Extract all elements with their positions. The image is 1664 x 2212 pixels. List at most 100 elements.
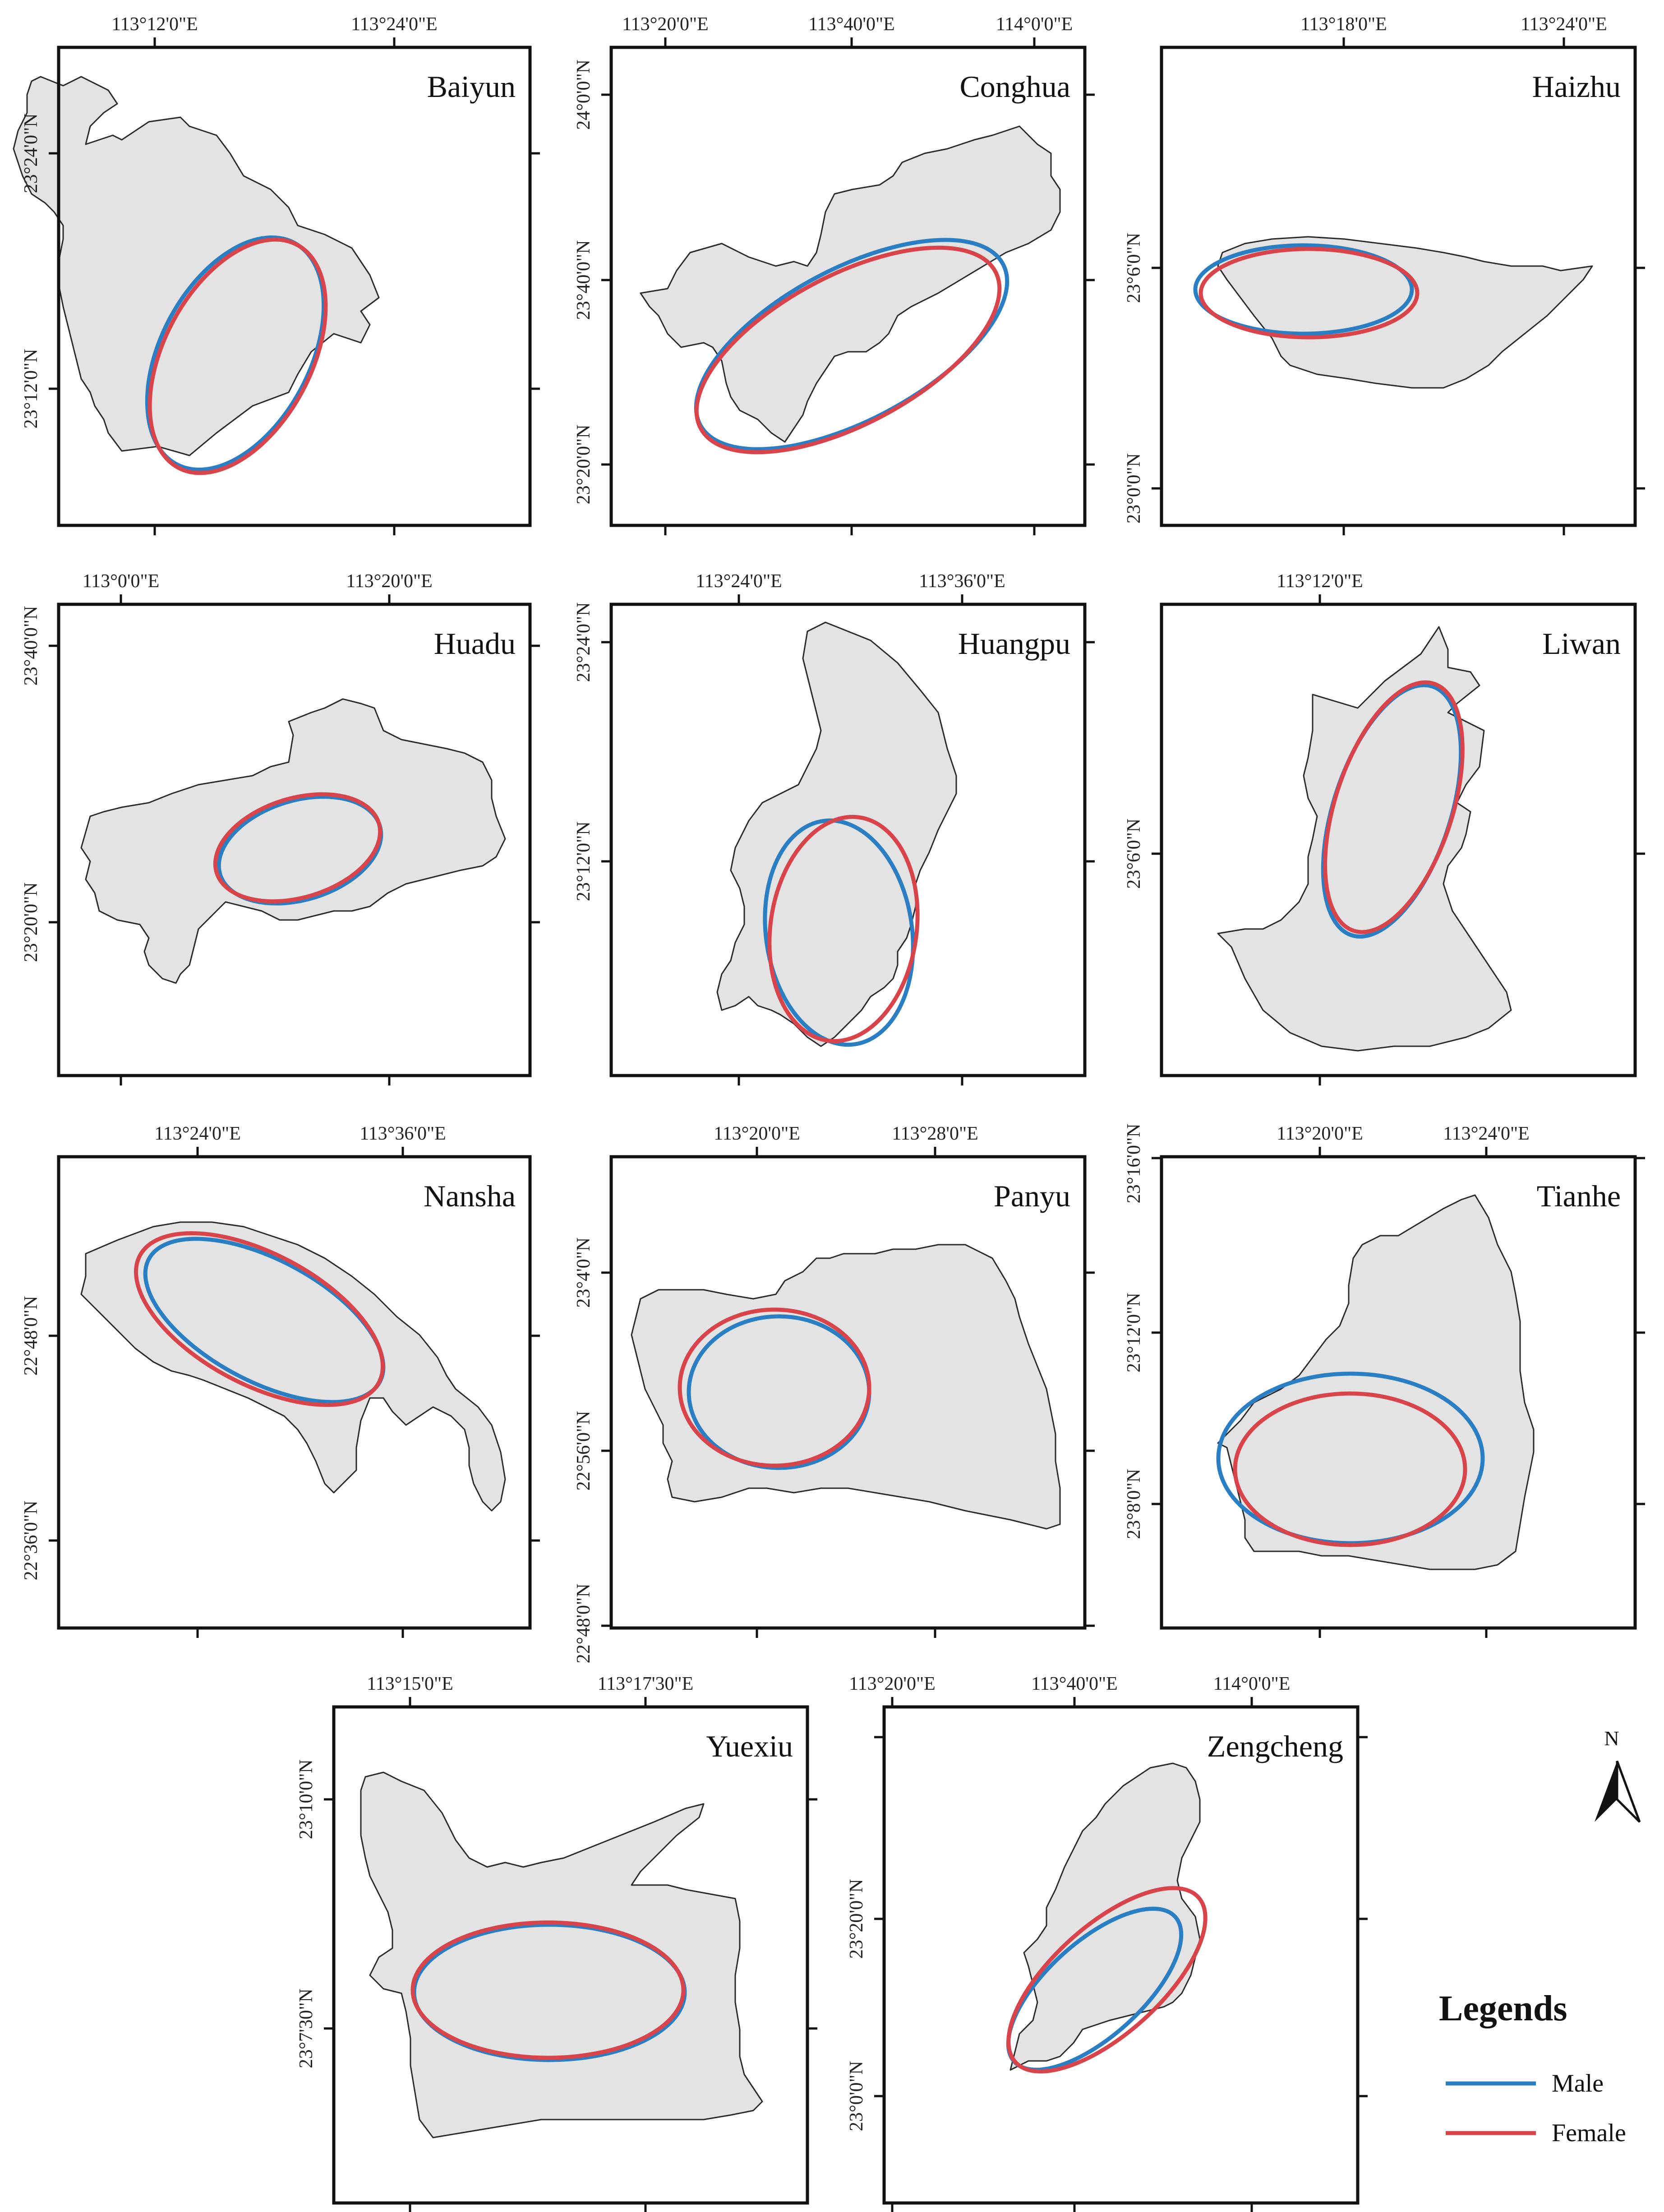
latitude-label: 23°40'0"N	[21, 606, 41, 686]
panel-frame-haizhu	[1160, 46, 1637, 527]
latitude-label: 23°12'0"N	[1124, 1293, 1144, 1373]
latitude-label: 22°48'0"N	[21, 1296, 41, 1376]
panel-frame-conghua	[609, 46, 1087, 527]
longitude-label: 113°17'30"E	[598, 1674, 694, 1694]
north-arrow: N	[1595, 1727, 1641, 1823]
legend: Legends Male Female	[1439, 1989, 1626, 2147]
longitude-label: 113°0'0"E	[83, 571, 160, 592]
longitude-label: 113°40'0"E	[808, 14, 895, 35]
longitude-label: 113°12'0"E	[111, 14, 198, 35]
latitude-label: 23°6'0"N	[1124, 819, 1144, 889]
longitude-label: 113°36'0"E	[360, 1123, 446, 1144]
panel-title-tianhe: Tianhe	[1537, 1179, 1621, 1213]
north-label: N	[1604, 1727, 1619, 1750]
panel-title-liwan: Liwan	[1542, 626, 1621, 661]
latitude-label: 23°24'0"N	[573, 602, 594, 682]
latitude-label: 22°56'0"N	[573, 1411, 594, 1491]
panel-frame-panyu	[609, 1155, 1087, 1630]
ellipse-female-huadu	[213, 792, 383, 904]
latitude-label: 23°40'0"N	[573, 240, 594, 320]
longitude-label: 113°28'0"E	[892, 1123, 978, 1144]
panel-title-haizhu: Haizhu	[1532, 69, 1621, 104]
panel-title-huadu: Huadu	[434, 626, 516, 661]
ellipse-female-yuexiu	[410, 1920, 686, 2060]
latitude-label: 23°12'0"N	[21, 349, 41, 429]
latitude-label: 22°48'0"N	[573, 1584, 594, 1664]
district-outline-baiyun	[13, 76, 380, 456]
longitude-label: 113°40'0"E	[1031, 1674, 1118, 1694]
panel-zengcheng: 113°20'0"E 113°40'0"E 114°0'0"E 23°20'0"N 23…	[846, 1674, 1368, 2212]
panel-title-nansha: Nansha	[424, 1179, 516, 1213]
legend-label-female: Female	[1552, 2119, 1626, 2147]
longitude-label: 113°24'0"E	[351, 14, 438, 35]
longitude-label: 114°0'0"E	[996, 14, 1073, 35]
longitude-label: 113°20'0"E	[622, 14, 709, 35]
district-outline-zengcheng	[1009, 1762, 1201, 2071]
district-outline-liwan	[1217, 626, 1512, 1052]
panel-liwan: 113°12'0"E 23°6'0"N Liwan	[1124, 571, 1645, 1085]
ellipse-female-conghua	[694, 245, 1002, 455]
latitude-label: 23°16'0"N	[1124, 1124, 1144, 1204]
longitude-label: 113°18'0"E	[1300, 14, 1387, 35]
longitude-label: 113°20'0"E	[849, 1674, 936, 1694]
latitude-label: 23°20'0"N	[21, 883, 41, 962]
ellipse-female-haizhu	[1198, 247, 1420, 340]
panel-frame-huadu	[57, 602, 532, 1077]
district-outline-conghua	[640, 125, 1061, 443]
longitude-label: 114°0'0"E	[1213, 1674, 1291, 1694]
latitude-label: 23°7'30"N	[296, 1989, 317, 2069]
latitude-label: 23°4'0"N	[573, 1237, 594, 1308]
latitude-label: 24°0'0"N	[573, 60, 594, 130]
ellipse-male-haizhu	[1193, 243, 1414, 336]
longitude-label: 113°12'0"E	[1277, 571, 1363, 592]
ellipse-female-zengcheng	[1006, 1886, 1208, 2074]
latitude-label: 23°12'0"N	[573, 822, 594, 901]
panel-huangpu: 113°24'0"E 113°36'0"E 23°24'0"N 23°12'0"N Hu…	[573, 571, 1095, 1085]
legend-title: Legends	[1439, 1989, 1567, 2028]
legend-label-male: Male	[1552, 2069, 1604, 2097]
panel-title-huangpu: Huangpu	[958, 626, 1070, 661]
panel-frame-baiyun	[57, 46, 532, 527]
longitude-label: 113°15'0"E	[367, 1674, 453, 1694]
longitude-label: 113°36'0"E	[919, 571, 1005, 592]
panel-panyu: 113°20'0"E 113°28'0"E 23°4'0"N 22°56'0"N 22°…	[573, 1123, 1095, 1663]
longitude-label: 113°20'0"E	[1277, 1123, 1363, 1144]
panel-huadu: 113°0'0"E 113°20'0"E 23°40'0"N 23°20'0"N Hua…	[21, 571, 540, 1085]
district-outline-huadu	[80, 698, 506, 984]
ellipse-male-huangpu	[763, 818, 915, 1047]
latitude-label: 23°24'0"N	[21, 114, 41, 193]
panel-conghua: 113°20'0"E 113°40'0"E 114°0'0"E 24°0'0"N 23°…	[573, 14, 1095, 535]
panel-frame-nansha	[57, 1155, 532, 1630]
latitude-label: 23°10'0"N	[296, 1760, 317, 1840]
panel-title-zengcheng: Zengcheng	[1207, 1729, 1343, 1763]
panel-frame-liwan	[1160, 602, 1637, 1077]
ellipse-female-liwan	[1323, 680, 1465, 934]
north-arrow-icon	[1595, 1761, 1641, 1823]
panel-haizhu: 113°18'0"E 113°24'0"E 23°6'0"N 23°0'0"N Haiz…	[1124, 14, 1645, 535]
longitude-label: 113°24'0"E	[1521, 14, 1607, 35]
panel-title-conghua: Conghua	[959, 69, 1070, 104]
panel-title-yuexiu: Yuexiu	[706, 1729, 793, 1763]
district-outline-nansha	[80, 1221, 506, 1512]
panel-yuexiu: 113°15'0"E 113°17'30"E 23°10'0"N 23°7'30"N Y…	[296, 1674, 817, 2212]
ellipse-female-baiyun	[148, 237, 328, 475]
latitude-label: 23°0'0"N	[1124, 453, 1144, 524]
panel-tianhe: 113°20'0"E 113°24'0"E 23°16'0"N 23°12'0"N 23…	[1124, 1123, 1645, 1638]
longitude-label: 113°20'0"E	[346, 571, 433, 592]
latitude-label: 23°20'0"N	[573, 425, 594, 505]
longitude-label: 113°24'0"E	[696, 571, 782, 592]
panel-frame-yuexiu	[332, 1705, 809, 2205]
district-outline-yuexiu	[360, 1771, 763, 2138]
longitude-label: 113°24'0"E	[154, 1123, 241, 1144]
district-outline-huangpu	[716, 621, 957, 1047]
panel-title-baiyun: Baiyun	[427, 69, 516, 104]
longitude-label: 113°20'0"E	[714, 1123, 800, 1144]
district-outline-panyu	[631, 1244, 1061, 1530]
latitude-label: 23°8'0"N	[1124, 1469, 1144, 1539]
district-outline-tianhe	[1217, 1194, 1535, 1570]
longitude-label: 113°24'0"E	[1443, 1123, 1530, 1144]
panel-frame-huangpu	[609, 602, 1087, 1077]
latitude-label: 23°20'0"N	[846, 1879, 867, 1959]
panel-nansha: 113°24'0"E 113°36'0"E 22°48'0"N 22°36'0"N Na…	[21, 1123, 540, 1638]
